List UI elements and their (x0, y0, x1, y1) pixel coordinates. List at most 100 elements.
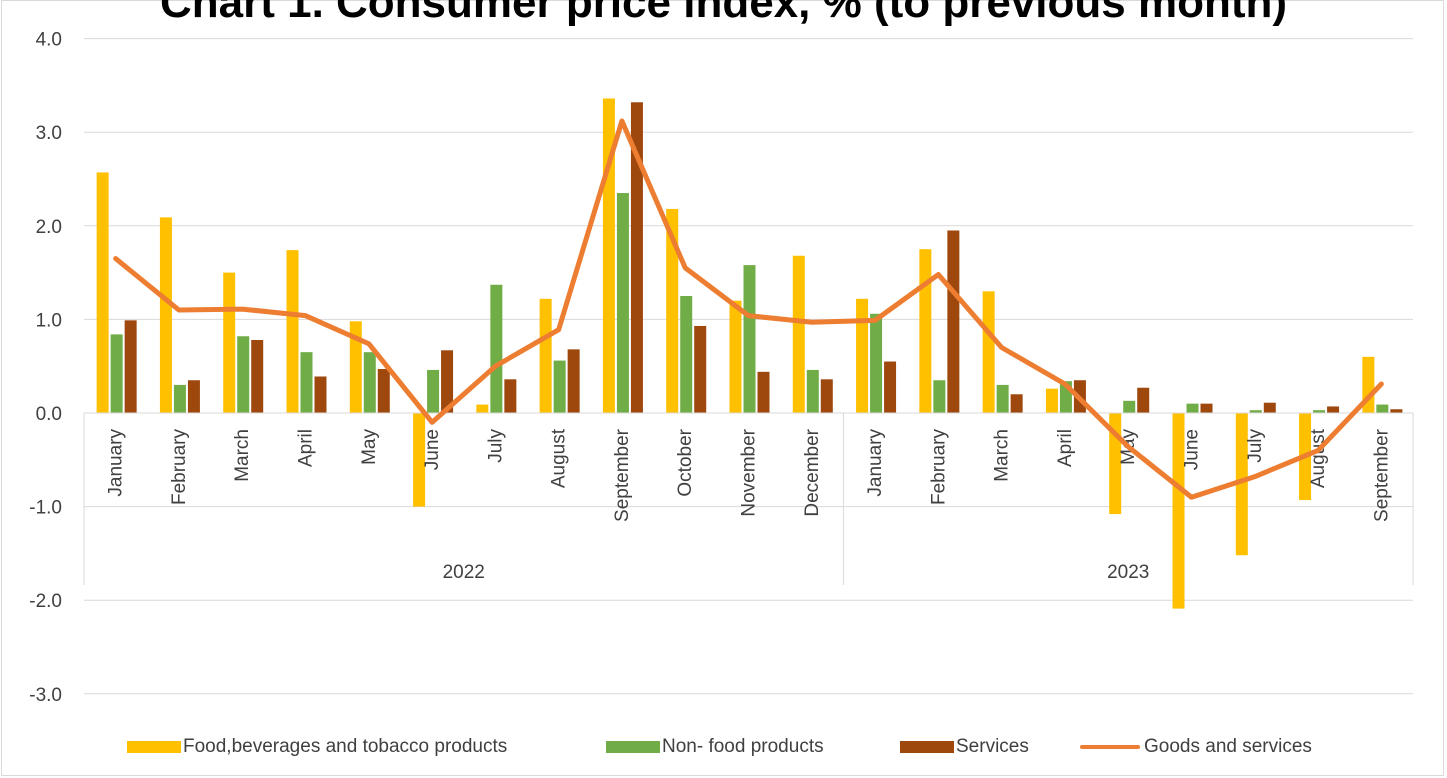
bar (757, 371, 770, 413)
legend-item-total: Goods and services (1080, 732, 1312, 762)
x-tick-label: March (992, 429, 1013, 482)
group-label: 2022 (443, 562, 485, 583)
bar (919, 249, 932, 413)
x-tick-label: April (1055, 429, 1076, 467)
y-tick-label: 1.0 (36, 310, 62, 331)
y-tick-label: -1.0 (29, 498, 62, 519)
x-tick-label: February (169, 429, 190, 506)
legend-item-food: Food,beverages and tobacco products (127, 732, 507, 762)
x-tick-label: September (1371, 428, 1392, 522)
x-tick-label: July (1245, 429, 1266, 463)
x-tick-label: June (422, 429, 443, 470)
bar (553, 360, 566, 413)
bar (1235, 413, 1248, 556)
bars (96, 98, 1403, 609)
x-tick-label: November (739, 428, 760, 516)
bar (1123, 400, 1136, 413)
bar (694, 325, 707, 413)
x-tick-label: August (549, 428, 570, 488)
legend-item-services: Services (900, 732, 1029, 762)
bar (792, 255, 805, 413)
bar (996, 384, 1009, 413)
chart-plot: 4.0 3.0 2.0 1.0 0.0 -1.0 -2.0 -3.0 January Febru… (29, 30, 1414, 706)
chart-title: Chart 1. Consumer price index, % (to pre… (159, 0, 1288, 27)
legend-label-food: Food,beverages and tobacco products (183, 736, 508, 757)
x-tick-label: December (802, 428, 823, 516)
x-tick-label: September (612, 428, 633, 522)
legend-item-nonfood: Non- food products (606, 732, 824, 762)
bar (1200, 403, 1213, 413)
bar (187, 380, 200, 413)
bar (349, 321, 362, 413)
bar (159, 217, 172, 413)
bar (1376, 404, 1389, 413)
bar (1137, 387, 1150, 413)
x-tick-label: May (359, 429, 380, 465)
bar (314, 376, 327, 413)
bar (666, 208, 679, 413)
bar (616, 193, 629, 413)
x-tick-label: June (1182, 429, 1203, 470)
legend-label-services: Services (956, 736, 1029, 757)
x-tick-label: January (106, 429, 127, 497)
bar (96, 172, 109, 413)
bar (539, 298, 552, 413)
x-tick-label: January (865, 429, 886, 497)
bar (300, 352, 313, 413)
x-tick-label: March (232, 429, 253, 482)
series-line (113, 118, 1384, 500)
bar (441, 350, 454, 413)
bar (251, 339, 264, 413)
total-line (113, 118, 1384, 500)
category-axis: January February March April May June July Augu… (83, 412, 1414, 585)
bar (982, 291, 995, 413)
bar (933, 380, 946, 413)
bar (377, 369, 390, 413)
bar (947, 230, 960, 413)
bar (1390, 409, 1403, 413)
bar (124, 320, 137, 413)
legend-swatch-services (900, 741, 954, 753)
group-label: 2023 (1107, 562, 1149, 583)
y-tick-label: 0.0 (36, 404, 62, 425)
x-tick-label: April (296, 429, 317, 467)
bar (1045, 388, 1058, 413)
bar (223, 272, 236, 413)
bar (729, 300, 742, 413)
bar (870, 313, 883, 413)
bar (110, 334, 123, 413)
legend-swatch-total (1080, 745, 1140, 749)
bar (490, 284, 503, 413)
x-tick-label: July (485, 429, 506, 463)
x-tick-label: October (675, 428, 696, 496)
legend-swatch-nonfood (606, 741, 660, 753)
bar (1313, 410, 1326, 413)
y-axis-ticks: 4.0 3.0 2.0 1.0 0.0 -1.0 -2.0 -3.0 (29, 30, 62, 706)
bar (1249, 410, 1262, 413)
bar (567, 349, 580, 413)
legend-label-total: Goods and services (1144, 736, 1312, 757)
y-tick-label: -3.0 (29, 685, 62, 706)
bar (884, 361, 897, 413)
x-tick-label: August (1308, 428, 1329, 488)
bar (630, 102, 643, 414)
bar (173, 384, 186, 413)
bar (363, 352, 376, 413)
bar (806, 369, 819, 413)
legend-swatch-food (127, 741, 181, 753)
legend-label-nonfood: Non- food products (662, 736, 824, 757)
bar (1327, 406, 1340, 413)
y-tick-label: -2.0 (29, 591, 62, 612)
bar (1263, 402, 1276, 413)
bar (1172, 413, 1185, 609)
bar (237, 336, 250, 413)
y-tick-label: 3.0 (36, 123, 62, 144)
legend: Food,beverages and tobacco products Non-… (0, 732, 1447, 762)
bar (1186, 403, 1199, 413)
x-tick-label: February (928, 429, 949, 506)
bar (504, 379, 517, 413)
y-tick-label: 4.0 (36, 30, 62, 51)
bar (286, 250, 299, 413)
bar (1010, 394, 1023, 413)
